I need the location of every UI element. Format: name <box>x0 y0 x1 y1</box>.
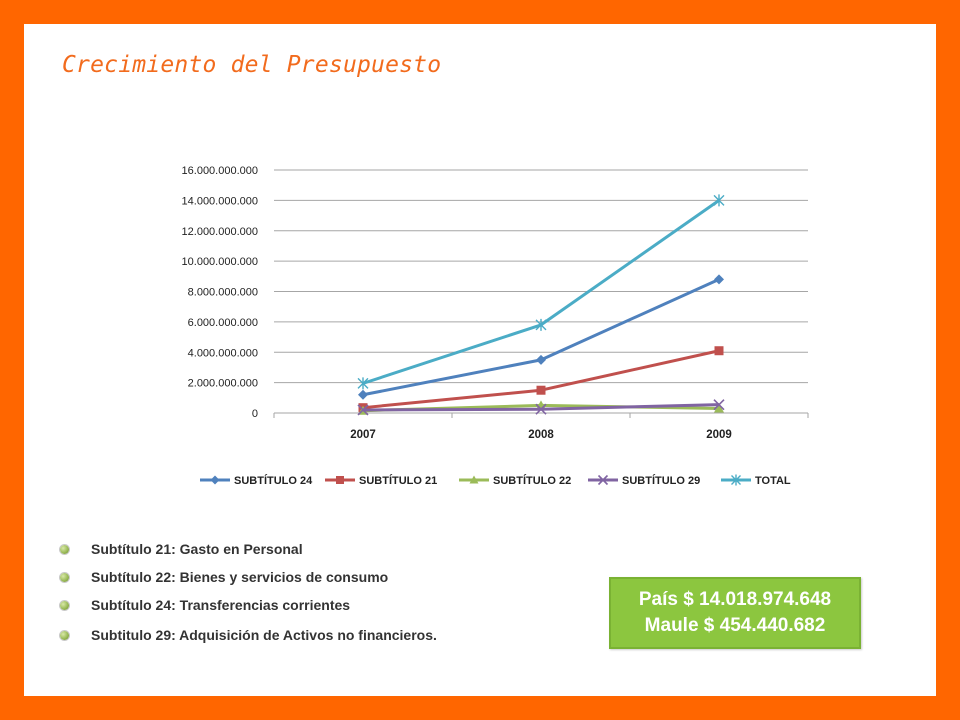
slide: Crecimiento del Presupuesto 0 2.000.000.0… <box>24 24 936 696</box>
y-tick-label: 10.000.000.000 <box>182 256 258 268</box>
bullet-dot-icon <box>60 544 69 554</box>
maule-budget-text: Maule $ 454.440.682 <box>644 615 826 636</box>
legend-marker-icon <box>731 474 741 486</box>
legend-label: SUBTÍTULO 24 <box>234 474 313 487</box>
country-budget-text: País $ 14.018.974.648 <box>638 589 832 610</box>
bullet-item: Subtítulo 24: Transferencias corrientes <box>60 594 350 616</box>
slide-title: Crecimiento del Presupuesto <box>62 52 442 78</box>
bullet-dot-icon <box>60 572 69 582</box>
bullet-text: Subtítulo 21: Gasto en Personal <box>91 541 303 557</box>
bullet-item: Subtítulo 22: Bienes y servicios de cons… <box>60 566 388 588</box>
y-tick-label: 2.000.000.000 <box>188 378 258 390</box>
bullet-dot-icon <box>60 630 69 640</box>
bullet-dot-icon <box>60 600 69 610</box>
data-point-marker <box>536 385 546 395</box>
x-tick-label: 2009 <box>706 429 732 441</box>
legend-marker-icon <box>469 475 479 484</box>
data-point-marker <box>535 403 547 415</box>
bullet-text: Subtitulo 29: Adquisición de Activos no … <box>91 627 437 643</box>
y-tick-label: 0 <box>252 408 258 420</box>
data-point-marker <box>713 399 725 411</box>
budget-line-chart: 0 2.000.000.000 4.000.000.000 6.000.000.000… <box>182 165 809 487</box>
y-tick-label: 14.000.000.000 <box>182 195 258 207</box>
legend-label: TOTAL <box>755 475 791 487</box>
bullet-text: Subtítulo 24: Transferencias corrientes <box>91 597 351 613</box>
legend-label: SUBTÍTULO 22 <box>493 474 571 487</box>
data-point-marker <box>714 403 724 413</box>
y-tick-label: 4.000.000.000 <box>188 347 258 359</box>
y-tick-label: 16.000.000.000 <box>182 165 258 177</box>
y-tick-label: 8.000.000.000 <box>188 287 258 299</box>
legend-label: SUBTÍTULO 21 <box>359 474 437 487</box>
legend-marker-icon <box>210 475 220 485</box>
bullet-item: Subtitulo 29: Adquisición de Activos no … <box>60 624 437 646</box>
legend-marker-icon <box>597 474 609 486</box>
legend-marker-icon <box>336 476 344 484</box>
y-tick-label: 6.000.000.000 <box>188 317 258 329</box>
data-point-marker <box>358 389 368 400</box>
data-point-marker <box>536 354 546 365</box>
y-tick-label: 12.000.000.000 <box>182 226 258 238</box>
bullet-text: Subtítulo 22: Bienes y servicios de cons… <box>91 569 389 585</box>
bullet-item: Subtítulo 21: Gasto en Personal <box>60 538 303 560</box>
x-tick-label: 2007 <box>350 429 376 441</box>
budget-summary-box: País $ 14.018.974.648 Maule $ 454.440.68… <box>609 577 861 649</box>
series-line-1 <box>362 277 720 397</box>
data-point-marker <box>714 274 724 285</box>
data-point-marker <box>713 194 725 207</box>
data-point-marker <box>535 318 547 331</box>
data-point-marker <box>357 404 369 416</box>
legend-label: SUBTÍTULO 29 <box>622 474 700 487</box>
data-point-marker <box>357 377 369 390</box>
data-point-marker <box>714 346 724 356</box>
x-tick-label: 2008 <box>528 429 554 441</box>
